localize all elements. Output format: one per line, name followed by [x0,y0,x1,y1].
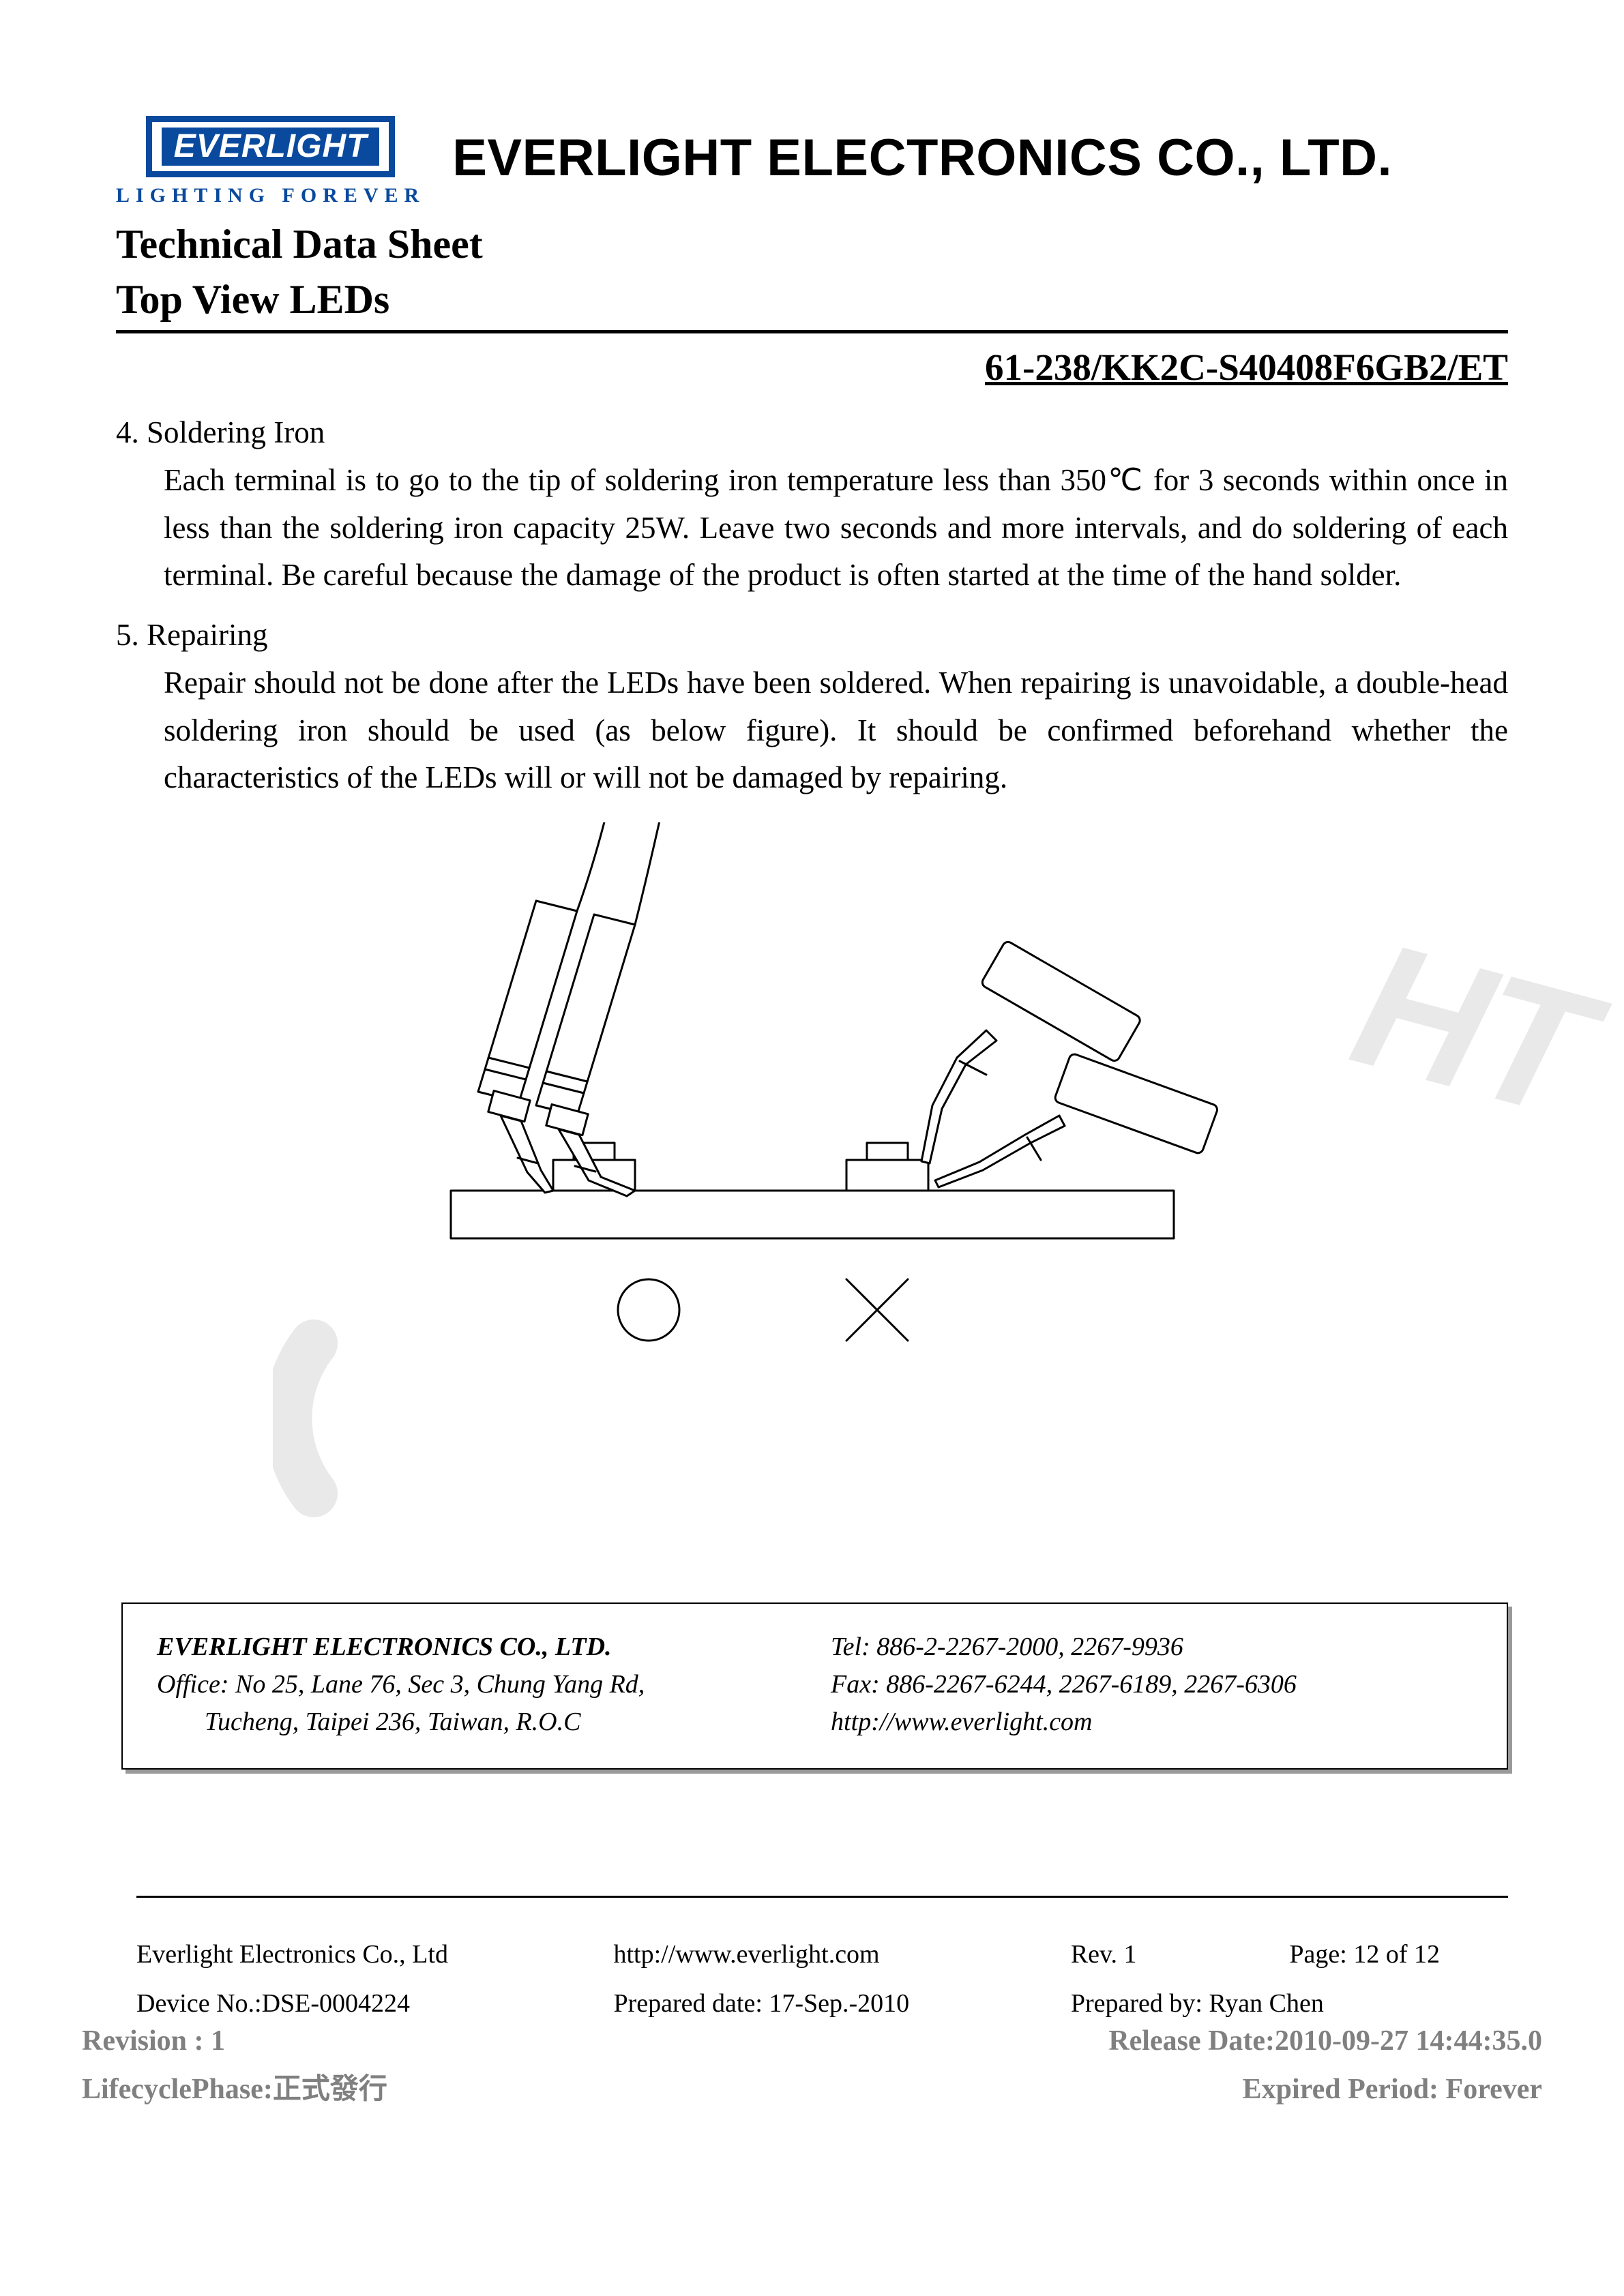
company-title: EVERLIGHT ELECTRONICS CO., LTD. [452,116,1392,188]
figure-wrap [116,822,1508,1382]
body: 4. Soldering Iron Each terminal is to go… [116,409,1508,802]
info-tel: Tel: 886-2-2267-2000, 2267-9936 [831,1628,1473,1666]
footer-row-1: Everlight Electronics Co., Ltd http://ww… [136,1930,1508,1979]
info-box-wrap: EVERLIGHT ELECTRONICS CO., LTD. Office: … [121,1602,1508,1770]
info-company: EVERLIGHT ELECTRONICS CO., LTD. [157,1628,831,1666]
meta-release: Release Date:2010-09-27 14:44:35.0 [1108,2017,1542,2066]
footer-company: Everlight Electronics Co., Ltd [136,1930,613,1979]
section-4-para: Each terminal is to go to the tip of sol… [116,457,1508,599]
info-right: Tel: 886-2-2267-2000, 2267-9936 Fax: 886… [831,1628,1473,1741]
meta-block: Revision : 1 Release Date:2010-09-27 14:… [82,2017,1542,2115]
logo-text: EVERLIGHT [162,128,380,166]
info-left: EVERLIGHT ELECTRONICS CO., LTD. Office: … [157,1628,831,1741]
info-box: EVERLIGHT ELECTRONICS CO., LTD. Office: … [121,1602,1508,1770]
info-url: http://www.everlight.com [831,1703,1473,1741]
doc-subtitle: Top View LEDs [116,276,1508,323]
logo-box: EVERLIGHT [146,116,396,177]
meta-row-1: Revision : 1 Release Date:2010-09-27 14:… [82,2017,1542,2066]
title-rule [116,330,1508,333]
section-5-head: 5. Repairing [116,612,1508,659]
section-5: 5. Repairing Repair should not be done a… [116,612,1508,802]
section-4: 4. Soldering Iron Each terminal is to go… [116,409,1508,599]
section-4-head: 4. Soldering Iron [116,409,1508,457]
meta-row-2: LifecyclePhase:正式發行 Expired Period: Fore… [82,2066,1542,2114]
logo-tagline: LIGHTING FOREVER [116,184,425,207]
meta-lifecycle: LifecyclePhase:正式發行 [82,2066,387,2114]
meta-expired: Expired Period: Forever [1243,2066,1542,2114]
part-number: 61-238/KK2C-S40408F6GB2/ET [116,346,1508,389]
header: EVERLIGHT LIGHTING FOREVER EVERLIGHT ELE… [116,116,1508,207]
meta-revision: Revision : 1 [82,2017,225,2066]
footer-rule [136,1896,1508,1898]
info-fax: Fax: 886-2267-6244, 2267-6189, 2267-6306 [831,1666,1473,1703]
doc-title: Technical Data Sheet [116,221,1508,268]
footer-url: http://www.everlight.com [613,1930,1070,1979]
footer-page: Page: 12 of 12 [1289,1930,1508,1979]
info-addr2: Tucheng, Taipei 236, Taiwan, R.O.C [157,1703,831,1741]
soldering-figure [369,822,1256,1382]
info-addr1: Office: No 25, Lane 76, Sec 3, Chung Yan… [157,1666,831,1703]
footer: Everlight Electronics Co., Ltd http://ww… [136,1930,1508,2028]
page: HT EVERLIGHT LIGHTING FOREVER EVERLIGHT … [0,0,1624,2296]
section-5-para: Repair should not be done after the LEDs… [116,659,1508,802]
footer-rev: Rev. 1 [1071,1930,1290,1979]
logo-block: EVERLIGHT LIGHTING FOREVER [116,116,425,207]
